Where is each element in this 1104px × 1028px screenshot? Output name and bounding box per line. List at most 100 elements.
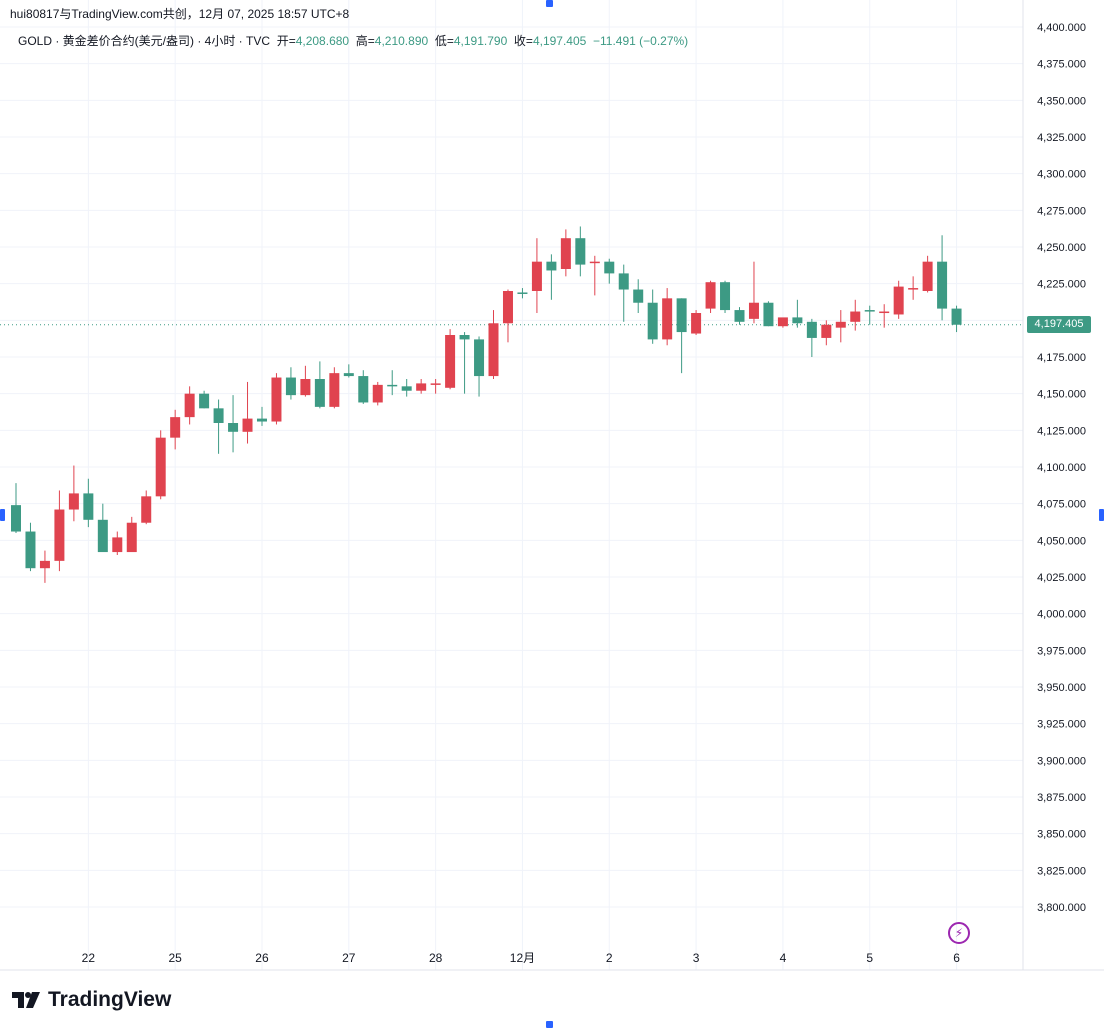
candle[interactable] [560, 229, 571, 277]
candle[interactable] [879, 304, 890, 328]
candle-body [314, 379, 325, 407]
candle[interactable] [618, 264, 629, 322]
candle-body [126, 522, 137, 553]
candle[interactable] [285, 367, 296, 400]
candle[interactable] [242, 381, 253, 444]
candle[interactable] [39, 550, 50, 583]
symbol-title[interactable]: GOLD · 黄金差价合约(美元/盎司) · 4小时 · TVC [18, 34, 271, 48]
candle[interactable] [604, 258, 615, 284]
candle[interactable] [372, 381, 383, 406]
candle[interactable] [792, 299, 803, 328]
resize-handle-top[interactable] [546, 0, 553, 7]
candle[interactable] [705, 280, 716, 313]
candle[interactable] [517, 288, 528, 299]
candle[interactable] [25, 522, 36, 572]
candle[interactable] [126, 516, 137, 553]
price-tick-label: 4,025.000 [1037, 572, 1086, 584]
candle[interactable] [416, 379, 427, 394]
candle[interactable] [256, 406, 267, 426]
candle[interactable] [864, 305, 875, 325]
candle[interactable] [691, 310, 702, 335]
candle-body [213, 408, 224, 423]
candle[interactable] [821, 320, 832, 346]
candle-body [271, 377, 282, 422]
price-tick-label: 3,925.000 [1037, 719, 1086, 731]
candle[interactable] [835, 310, 846, 343]
candle-body [300, 379, 311, 396]
candle[interactable] [300, 365, 311, 397]
resize-handle-left[interactable] [0, 509, 5, 521]
candle[interactable] [531, 238, 542, 313]
candle[interactable] [401, 379, 412, 397]
candle[interactable] [546, 254, 557, 300]
candle-body [112, 537, 123, 553]
candle-body [850, 311, 861, 322]
candle[interactable] [589, 255, 600, 296]
candle-body [517, 292, 528, 294]
candle[interactable] [54, 490, 65, 572]
candle-body [691, 313, 702, 334]
time-tick-label: 27 [342, 951, 356, 965]
price-tick-label: 4,175.000 [1037, 352, 1086, 364]
candle[interactable] [893, 280, 904, 319]
candle[interactable] [213, 399, 224, 454]
candle[interactable] [343, 364, 354, 378]
candle-body [372, 384, 383, 403]
candle[interactable] [575, 226, 586, 277]
candle[interactable] [633, 279, 644, 313]
candle[interactable] [112, 531, 123, 555]
candle[interactable] [720, 280, 731, 313]
price-tick-label: 4,300.000 [1037, 169, 1086, 181]
candle-body [401, 386, 412, 391]
candle-body [68, 493, 79, 510]
candle[interactable] [314, 361, 325, 409]
candle[interactable] [445, 329, 456, 390]
time-tick-label: 12月 [510, 951, 535, 965]
candle[interactable] [170, 409, 181, 450]
ohlc-legend: GOLD · 黄金差价合约(美元/盎司) · 4小时 · TVC 开=4,208… [18, 32, 688, 49]
price-tick-label: 4,150.000 [1037, 389, 1086, 401]
candle[interactable] [83, 478, 94, 528]
candle[interactable] [951, 305, 962, 333]
candle[interactable] [647, 289, 658, 344]
candle[interactable] [908, 276, 919, 300]
candle[interactable] [430, 379, 441, 394]
candle[interactable] [734, 307, 745, 325]
candle[interactable] [806, 318, 817, 357]
price-tick-label: 4,125.000 [1037, 425, 1086, 437]
candle[interactable] [68, 465, 79, 522]
time-tick-label: 4 [780, 951, 787, 965]
candle[interactable] [387, 370, 398, 396]
price-tick-label: 4,075.000 [1037, 499, 1086, 511]
candle[interactable] [502, 289, 513, 343]
candle[interactable] [141, 490, 152, 525]
lightning-alert-icon[interactable]: ⚡ [948, 922, 970, 944]
price-tick-label: 4,400.000 [1037, 22, 1086, 34]
candle[interactable] [676, 298, 687, 374]
tradingview-logo[interactable]: TradingView [12, 988, 171, 1012]
candle[interactable] [937, 235, 948, 321]
candle[interactable] [155, 430, 166, 500]
candle[interactable] [271, 373, 282, 425]
candle[interactable] [474, 336, 485, 397]
candle[interactable] [488, 310, 499, 379]
candle[interactable] [199, 390, 210, 409]
candle[interactable] [922, 255, 933, 293]
candle[interactable] [184, 386, 195, 425]
candle[interactable] [358, 370, 369, 404]
resize-handle-right[interactable] [1099, 509, 1104, 521]
candle[interactable] [777, 317, 788, 328]
candle-body [575, 238, 586, 265]
candle[interactable] [459, 332, 470, 394]
candle[interactable] [329, 367, 340, 409]
candle[interactable] [228, 395, 239, 453]
candle[interactable] [850, 299, 861, 331]
candle[interactable] [748, 261, 759, 324]
price-tick-label: 3,900.000 [1037, 755, 1086, 767]
candle[interactable] [97, 503, 108, 553]
candle[interactable] [763, 301, 774, 327]
candle[interactable] [662, 288, 673, 346]
candle[interactable] [11, 483, 21, 533]
resize-handle-bottom[interactable] [546, 1021, 553, 1028]
